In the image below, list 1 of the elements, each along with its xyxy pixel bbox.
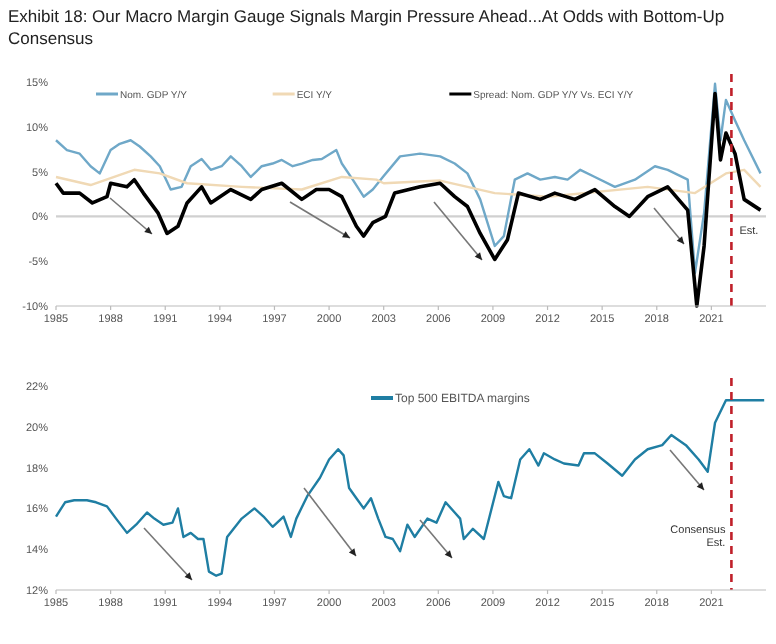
chart-title: Exhibit 18: Our Macro Margin Gauge Signals Margin Pressure Ahead...At Odds with Bottom-Up Consensus bbox=[8, 6, 725, 48]
